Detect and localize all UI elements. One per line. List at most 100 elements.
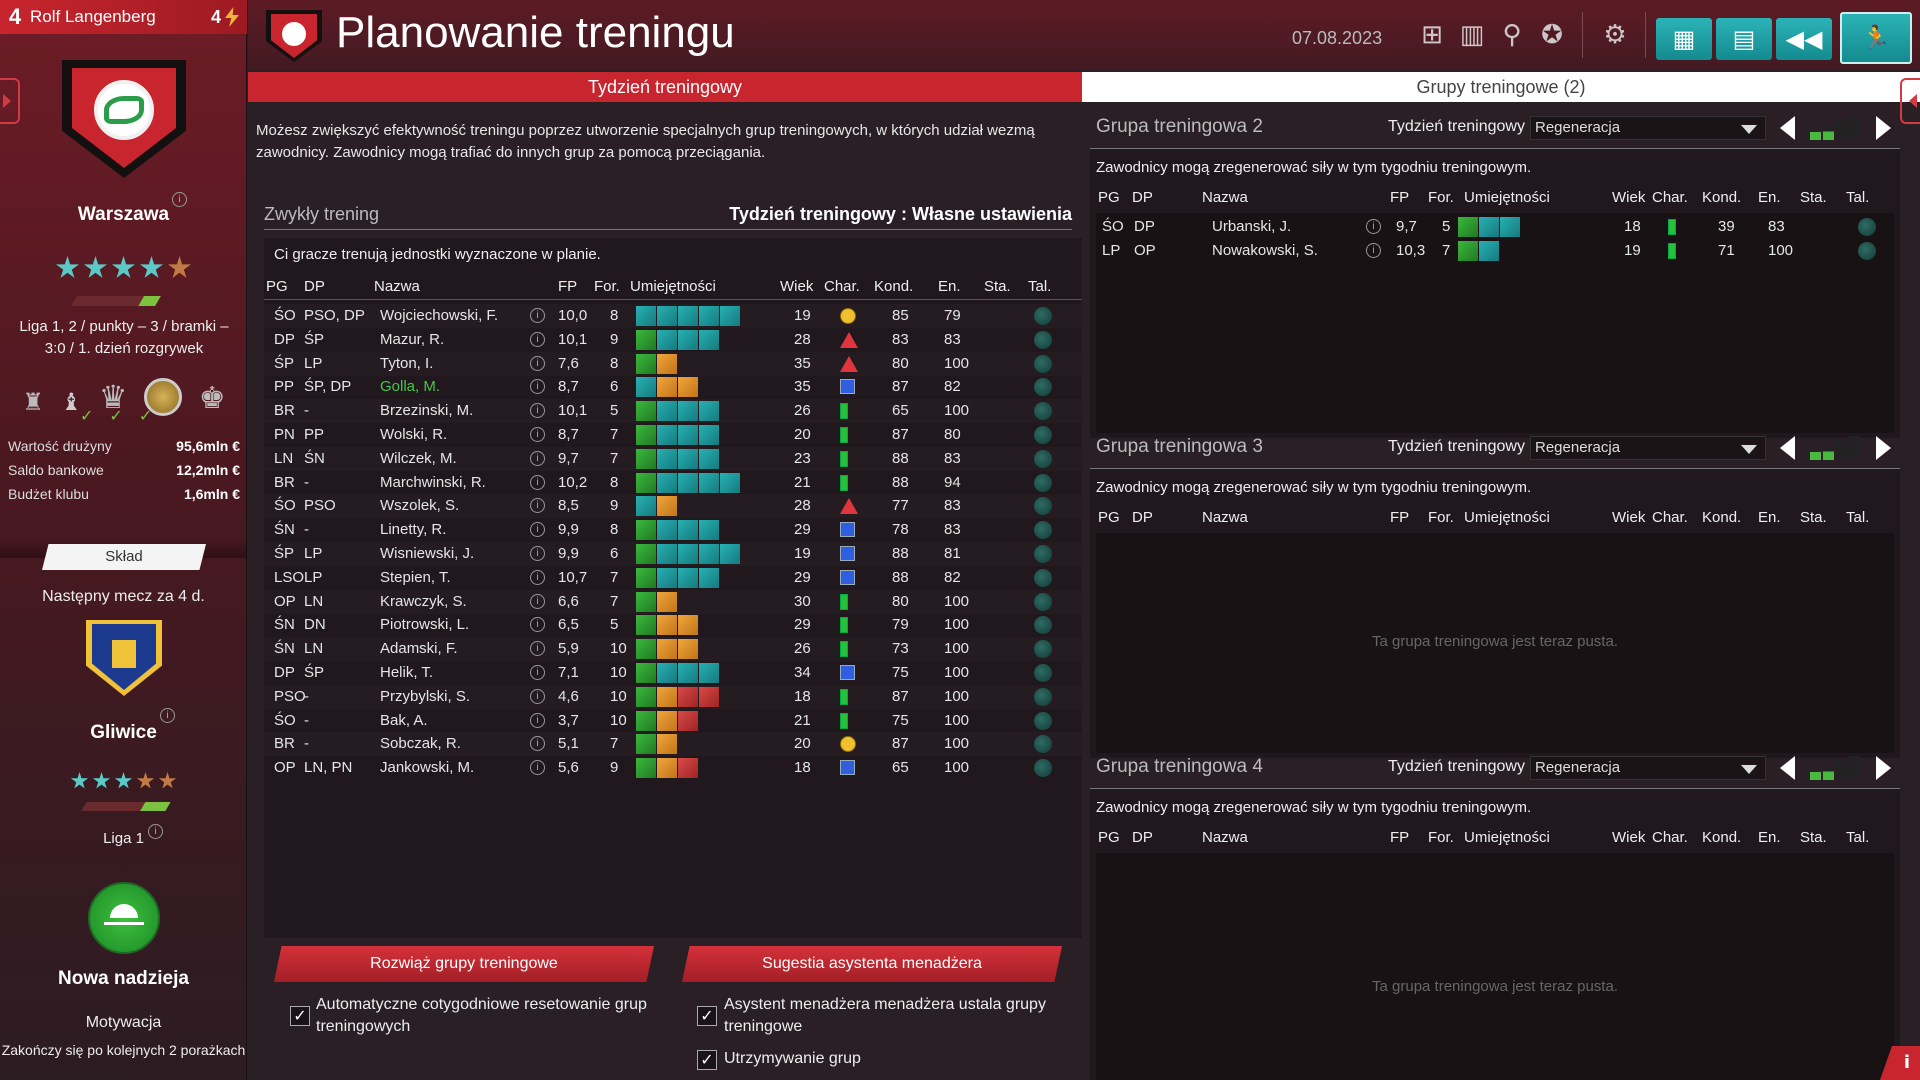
- table-row[interactable]: BR - Sobczak, R. i 5,1 7 20 87 100: [264, 732, 1082, 756]
- table-row[interactable]: OP LN Krawczyk, S. i 6,6 7 30 80 100: [264, 590, 1082, 614]
- table-row[interactable]: ŚO - Bak, A. i 3,7 10 21 75 100: [264, 709, 1082, 733]
- group-col-for[interactable]: For.: [1428, 509, 1454, 526]
- group-panel[interactable]: Zawodnicy mogą zregenerować siły w tym t…: [1090, 788, 1900, 1080]
- player-info-icon[interactable]: i: [530, 355, 545, 371]
- group-col-tal[interactable]: Tal.: [1846, 829, 1870, 846]
- table-row[interactable]: PN PP Wolski, R. i 8,7 7 20 87 80: [264, 423, 1082, 447]
- table-row[interactable]: LSO LP Stepien, T. i 10,7 7 29 88 82: [264, 566, 1082, 590]
- auto-reset-checkbox[interactable]: ✓: [290, 1006, 310, 1026]
- calendar-month-button[interactable]: ▤: [1716, 18, 1772, 60]
- table-row[interactable]: BR - Marchwinski, R. i 10,2 8 21 88 94: [264, 471, 1082, 495]
- group-col-en[interactable]: En.: [1758, 829, 1781, 846]
- table-row[interactable]: ŚO DP Urbanski, J. i 9,7 5 18 39 83: [1096, 215, 1894, 239]
- group-col-fp[interactable]: FP: [1390, 189, 1410, 206]
- player-info-icon[interactable]: i: [530, 498, 545, 514]
- group-col-kond[interactable]: Kond.: [1702, 509, 1742, 526]
- player-info-icon[interactable]: i: [530, 760, 545, 776]
- opponent-name[interactable]: Gliwice: [90, 722, 157, 743]
- col-pg[interactable]: PG: [266, 278, 288, 295]
- collapse-sidebar-arrow[interactable]: [0, 78, 20, 124]
- col-condition[interactable]: Kond.: [874, 278, 914, 295]
- table-row[interactable]: LN ŚN Wilczek, M. i 9,7 7 23 88 83: [264, 447, 1082, 471]
- group-col-age[interactable]: Wiek: [1612, 829, 1646, 846]
- standard-training-panel[interactable]: Ci gracze trenują jednostki wyznaczone w…: [264, 238, 1082, 938]
- keep-groups-checkbox[interactable]: ✓: [697, 1050, 717, 1070]
- group-col-char[interactable]: Char.: [1652, 829, 1688, 846]
- group-panel[interactable]: Zawodnicy mogą zregenerować siły w tym t…: [1090, 148, 1900, 438]
- table-row[interactable]: LP OP Nowakowski, S. i 10,3 7 19 71 100: [1096, 239, 1894, 263]
- col-age[interactable]: Wiek: [780, 278, 814, 295]
- player-info-icon[interactable]: i: [530, 474, 545, 490]
- group-col-sta[interactable]: Sta.: [1800, 509, 1827, 526]
- group-col-sta[interactable]: Sta.: [1800, 829, 1827, 846]
- tab-training-groups[interactable]: Grupy treningowe (2): [1082, 72, 1920, 102]
- player-info-icon[interactable]: i: [530, 593, 545, 609]
- col-form[interactable]: For.: [594, 278, 620, 295]
- group-col-tal[interactable]: Tal.: [1846, 189, 1870, 206]
- player-info-icon[interactable]: i: [530, 736, 545, 752]
- table-row[interactable]: ŚN - Linetty, R. i 9,9 8 29 78 83: [264, 518, 1082, 542]
- table-row[interactable]: ŚP LP Tyton, I. i 7,6 8 35 80 100: [264, 352, 1082, 376]
- group-player-list[interactable]: Ta grupa treningowa jest teraz pusta.: [1096, 853, 1894, 1080]
- assistant-suggestion-button[interactable]: Sugestia asystenta menadżera: [682, 946, 1062, 982]
- dissolve-groups-button[interactable]: Rozwiąż grupy treningowe: [274, 946, 654, 982]
- group-col-en[interactable]: En.: [1758, 189, 1781, 206]
- group-training-select[interactable]: Regeneracja: [1530, 436, 1766, 460]
- back-button[interactable]: ◀◀: [1776, 18, 1832, 60]
- col-status[interactable]: Sta.: [984, 278, 1011, 295]
- group-col-name[interactable]: Nazwa: [1202, 189, 1248, 206]
- table-row[interactable]: PP ŚP, DP Golla, M. i 8,7 6 35 87 82: [264, 375, 1082, 399]
- group-col-pg[interactable]: PG: [1098, 829, 1120, 846]
- group-col-age[interactable]: Wiek: [1612, 189, 1646, 206]
- collapse-right-arrow[interactable]: [1900, 78, 1920, 124]
- table-row[interactable]: ŚN DN Piotrowski, L. i 6,5 5 29 79 100: [264, 613, 1082, 637]
- group-panel[interactable]: Zawodnicy mogą zregenerować siły w tym t…: [1090, 468, 1900, 758]
- col-energy[interactable]: En.: [938, 278, 961, 295]
- player-info-icon[interactable]: i: [530, 712, 545, 728]
- col-fp[interactable]: FP: [558, 278, 578, 295]
- group-col-skills[interactable]: Umiejętności: [1464, 509, 1550, 526]
- chevron-right-icon[interactable]: [1876, 756, 1891, 780]
- club-info-icon[interactable]: i: [172, 192, 187, 207]
- table-row[interactable]: ŚN LN Adamski, F. i 5,9 10 26 73 100: [264, 637, 1082, 661]
- opponent-info-icon[interactable]: i: [160, 708, 175, 723]
- group-col-dp[interactable]: DP: [1132, 829, 1153, 846]
- player-info-icon[interactable]: i: [530, 617, 545, 633]
- group-col-fp[interactable]: FP: [1390, 829, 1410, 846]
- table-row[interactable]: ŚO PSO Wszolek, S. i 8,5 9 28 77 83: [264, 494, 1082, 518]
- manager-bar[interactable]: 4 Rolf Langenberg 4: [0, 0, 247, 34]
- group-col-tal[interactable]: Tal.: [1846, 509, 1870, 526]
- table-row[interactable]: DP ŚP Mazur, R. i 10,1 9 28 83 83: [264, 328, 1082, 352]
- player-info-icon[interactable]: i: [530, 688, 545, 704]
- group-col-for[interactable]: For.: [1428, 189, 1454, 206]
- group-col-en[interactable]: En.: [1758, 509, 1781, 526]
- table-row[interactable]: PSO - Przybylski, S. i 4,6 10 18 87 100: [264, 685, 1082, 709]
- group-col-dp[interactable]: DP: [1132, 189, 1153, 206]
- squad-button[interactable]: Skład: [42, 544, 206, 570]
- continue-button[interactable]: 🏃: [1840, 12, 1912, 64]
- chevron-left-icon[interactable]: [1780, 756, 1795, 780]
- group-col-sta[interactable]: Sta.: [1800, 189, 1827, 206]
- statistics-icon[interactable]: ▥: [1459, 20, 1485, 50]
- group-col-char[interactable]: Char.: [1652, 189, 1688, 206]
- player-info-icon[interactable]: i: [530, 641, 545, 657]
- player-info-icon[interactable]: i: [530, 379, 545, 395]
- player-info-icon[interactable]: i: [530, 546, 545, 561]
- chevron-left-icon[interactable]: [1780, 436, 1795, 460]
- group-col-pg[interactable]: PG: [1098, 509, 1120, 526]
- table-row[interactable]: ŚP LP Wisniewski, J. i 9,9 6 19 88 81: [264, 542, 1082, 566]
- group-training-select[interactable]: Regeneracja: [1530, 116, 1766, 140]
- group-col-kond[interactable]: Kond.: [1702, 829, 1742, 846]
- medal-icon[interactable]: ✪: [1541, 20, 1563, 50]
- search-icon[interactable]: ⚲: [1502, 20, 1522, 50]
- table-row[interactable]: BR - Brzezinski, M. i 10,1 5 26 65 100: [264, 399, 1082, 423]
- player-info-icon[interactable]: i: [530, 308, 545, 323]
- group-training-select[interactable]: Regeneracja: [1530, 756, 1766, 780]
- league-info-icon[interactable]: i: [148, 824, 163, 839]
- col-talent[interactable]: Tal.: [1028, 278, 1052, 295]
- player-info-icon[interactable]: i: [530, 522, 545, 538]
- table-row[interactable]: OP LN, PN Jankowski, M. i 5,6 9 18 65 100: [264, 756, 1082, 780]
- player-info-icon[interactable]: i: [530, 569, 545, 585]
- chevron-right-icon[interactable]: [1876, 116, 1891, 140]
- assistant-groups-checkbox[interactable]: ✓: [697, 1006, 717, 1026]
